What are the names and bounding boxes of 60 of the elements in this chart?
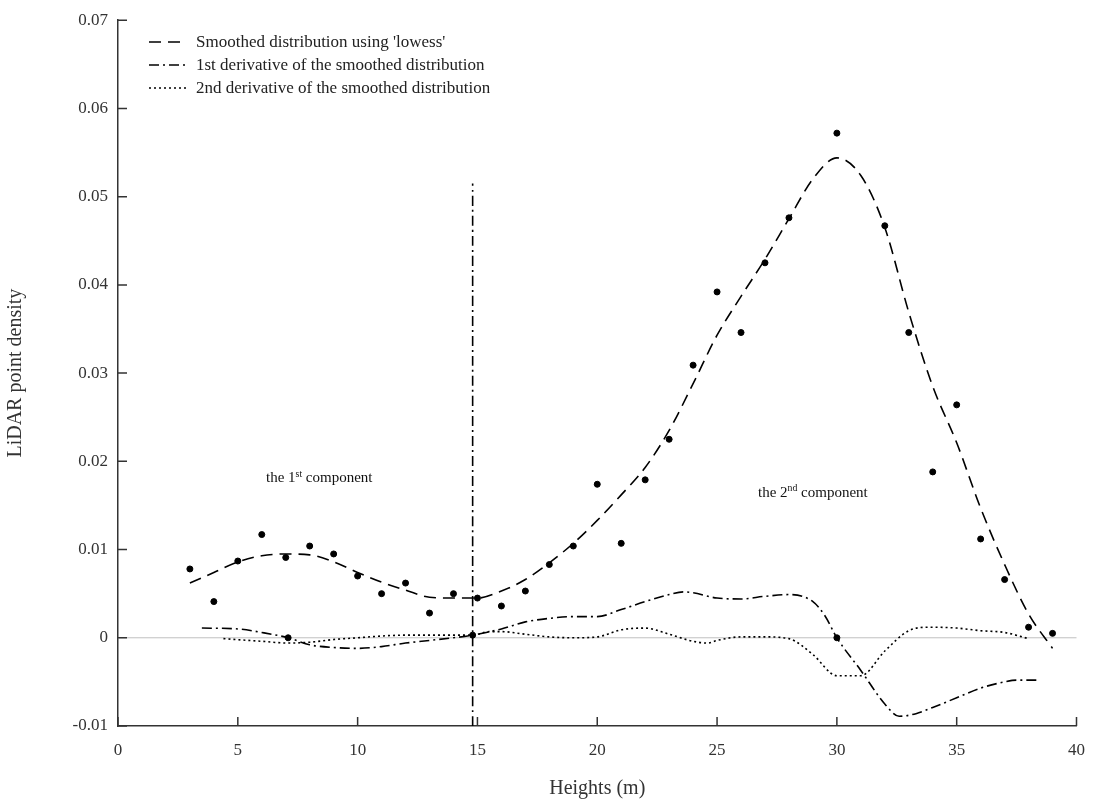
y-tick-label: 0.05 bbox=[78, 186, 108, 206]
point bbox=[426, 609, 434, 617]
point bbox=[378, 590, 386, 598]
point bbox=[929, 468, 937, 476]
point bbox=[354, 572, 362, 580]
point bbox=[641, 476, 649, 484]
x-tick-label: 5 bbox=[233, 739, 243, 759]
point bbox=[617, 539, 625, 547]
point bbox=[569, 542, 577, 550]
point bbox=[186, 565, 194, 573]
x-tick-label: 40 bbox=[1068, 739, 1085, 759]
point bbox=[761, 259, 769, 267]
point bbox=[713, 288, 721, 296]
point bbox=[330, 550, 338, 558]
y-tick-label: 0 bbox=[99, 627, 108, 647]
y-tick-label: 0.04 bbox=[78, 274, 109, 294]
y-tick-label: -0.01 bbox=[72, 715, 108, 735]
point bbox=[833, 129, 841, 137]
point bbox=[545, 561, 553, 569]
y-tick-label: 0.02 bbox=[78, 450, 108, 470]
legend-label: Smoothed distribution using 'lowess' bbox=[196, 31, 446, 53]
point bbox=[665, 435, 673, 443]
point bbox=[905, 329, 913, 337]
point bbox=[1025, 623, 1033, 631]
x-tick-label: 20 bbox=[588, 739, 606, 759]
point bbox=[282, 553, 290, 561]
point bbox=[402, 579, 410, 587]
point bbox=[785, 214, 793, 222]
point bbox=[737, 329, 745, 337]
point bbox=[210, 598, 218, 606]
point bbox=[953, 401, 961, 409]
y-tick-label: 0.06 bbox=[78, 97, 108, 117]
point bbox=[977, 535, 985, 543]
point bbox=[234, 557, 242, 565]
x-tick-label: 0 bbox=[113, 739, 123, 759]
y-axis-title: LiDAR point density bbox=[3, 288, 27, 458]
y-tick-label: 0.01 bbox=[78, 539, 108, 559]
x-tick-label: 35 bbox=[948, 739, 966, 759]
x-tick-label: 30 bbox=[828, 739, 846, 759]
point bbox=[258, 531, 266, 539]
legend-label: 2nd derivative of the smoothed distribution bbox=[196, 77, 491, 99]
point bbox=[689, 361, 697, 369]
line-series bbox=[201, 591, 1039, 718]
point bbox=[449, 590, 457, 598]
y-tick-label: 0.03 bbox=[78, 362, 108, 382]
y-tick-label: 0.07 bbox=[78, 9, 109, 29]
point bbox=[473, 594, 481, 602]
point bbox=[881, 222, 889, 230]
point bbox=[521, 587, 529, 595]
x-axis-title: Heights (m) bbox=[549, 776, 646, 800]
point bbox=[1001, 576, 1009, 584]
x-tick-label: 10 bbox=[349, 739, 367, 759]
x-tick-label: 15 bbox=[468, 739, 486, 759]
legend-label: 1st derivative of the smoothed distribution bbox=[196, 54, 485, 76]
point bbox=[306, 542, 314, 550]
point bbox=[1049, 629, 1057, 637]
x-tick-label: 25 bbox=[708, 739, 726, 759]
point bbox=[497, 602, 505, 610]
line-series bbox=[222, 626, 1030, 677]
point bbox=[593, 480, 601, 488]
